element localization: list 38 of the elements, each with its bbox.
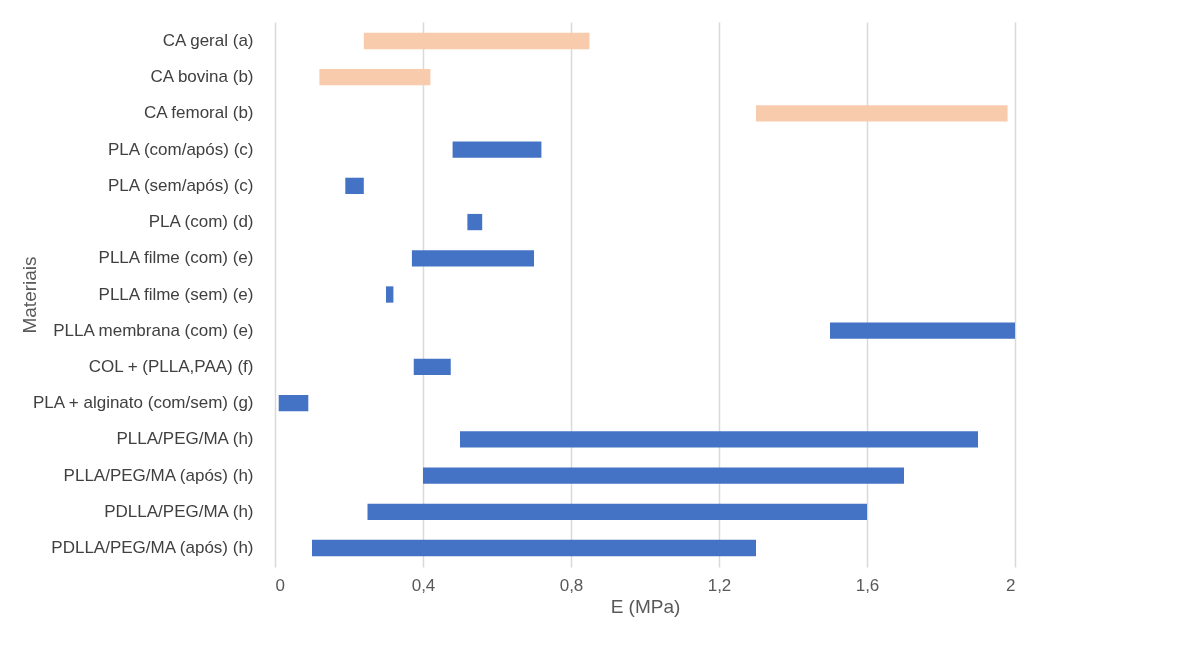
y-tick-label: CA geral (a) (162, 31, 254, 51)
y-tick-label: CA bovina (b) (150, 67, 254, 87)
y-tick-label: PLA (com/após) (c) (108, 139, 254, 159)
bar (319, 69, 431, 86)
bar (386, 286, 394, 303)
y-tick-label: PLLA/PEG/MA (após) (h) (63, 465, 254, 485)
bar (460, 431, 978, 448)
y-tick-label: PLLA filme (sem) (e) (98, 284, 254, 304)
x-tick-label: 1,6 (855, 575, 880, 595)
y-tick-label: CA femoral (b) (143, 103, 254, 123)
y-tick-label: PLLA/PEG/MA (h) (116, 429, 254, 449)
y-tick-label: PLA (com) (d) (148, 212, 254, 232)
bar (452, 141, 542, 158)
y-tick-label: PLLA filme (com) (e) (98, 248, 254, 268)
x-tick-label: 0,8 (559, 575, 584, 595)
bar (756, 105, 1008, 122)
x-axis-title: E (MPa) (610, 595, 681, 617)
y-tick-label: PLA + alginato (com/sem) (g) (32, 393, 254, 413)
bar (411, 250, 534, 267)
x-tick-label: 0 (275, 575, 285, 595)
x-tick-label: 2 (1006, 575, 1016, 595)
bar (278, 394, 309, 412)
bar (467, 213, 483, 231)
y-axis-title: Materiais (18, 256, 40, 334)
bar (367, 503, 867, 520)
y-tick-label: PDLLA/PEG/MA (após) (h) (51, 537, 254, 557)
bar (413, 358, 451, 376)
y-tick-label: COL + (PLLA,PAA) (f) (88, 356, 254, 376)
x-tick-label: 0,4 (411, 575, 436, 595)
y-tick-label: PDLLA/PEG/MA (h) (104, 501, 254, 521)
bar (423, 467, 904, 484)
bar (312, 539, 756, 557)
bar (363, 32, 590, 50)
y-tick-label: PLA (sem/após) (c) (108, 175, 254, 195)
bar (345, 177, 364, 195)
y-tick-label: PLLA membrana (com) (e) (53, 320, 254, 340)
x-tick-label: 1,2 (707, 575, 732, 595)
bar (830, 322, 1015, 339)
